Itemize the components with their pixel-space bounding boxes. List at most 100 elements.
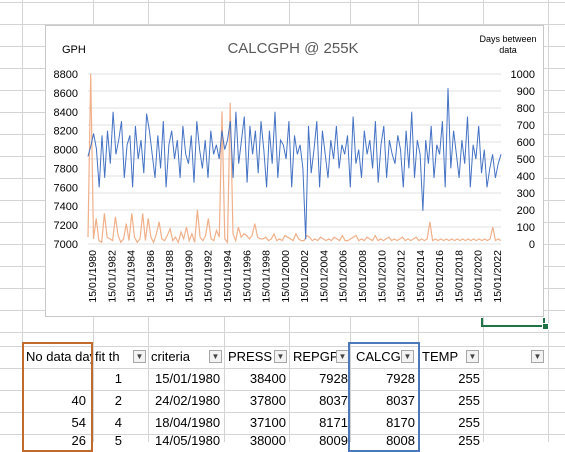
x-tick-label: 15/01/2004 [318,250,330,303]
cell-repgph[interactable]: 8037 [319,393,348,408]
chart-canvas: CALCGPH @ 255K GPH Days between data 880… [54,34,537,303]
x-tick-label: 15/01/1984 [126,250,138,303]
right-tick-label: 0 [529,239,535,251]
x-tick-label: 15/01/1990 [183,250,195,303]
x-tick-label: 15/01/2012 [396,250,408,303]
left-tick-label: 8400 [54,107,78,119]
cell-no-data-days[interactable]: 54 [71,415,86,430]
x-axis-ticks: 15/01/1980 15/01/1982 15/01/1984 15/01/1986… [87,250,504,303]
x-tick-label: 15/01/1996 [241,250,253,303]
header-empty [484,346,524,368]
right-axis-label-line2: data [499,45,517,55]
header-criteria: criteria [151,349,191,364]
x-tick-label: 15/01/2008 [357,250,369,303]
fill-handle[interactable] [542,323,549,330]
table-row: 40 2 24/02/1980 37800 8037 8037 255 [0,390,565,412]
table-row: 54 4 18/04/1980 37100 8171 8170 255 [0,412,565,434]
gridlines [88,73,501,245]
header-fit-th: fit th [95,349,120,364]
x-tick-label: 15/01/2022 [492,250,504,303]
chart-object[interactable]: CALCGPH @ 255K GPH Days between data 880… [45,25,544,317]
right-tick-label: 600 [517,137,535,149]
cell-fit[interactable]: 5 [114,433,122,448]
cell-fit[interactable]: 2 [114,393,122,408]
left-tick-label: 7000 [54,239,78,251]
header-temp: TEMP [422,349,459,364]
x-tick-label: 15/01/2020 [473,250,485,303]
left-tick-label: 8000 [54,145,78,157]
table-header-row: No data days fit th ▼ criteria ▼ PRESS ▼… [0,346,565,368]
right-tick-label: 200 [517,205,535,217]
cell-repgph[interactable]: 8009 [319,433,348,448]
right-tick-label: 500 [517,154,535,166]
highlight-box-no-data-days [22,342,93,452]
filter-dropdown-icon[interactable]: ▼ [209,350,222,363]
header-calcgph: CALCGPH [356,349,400,364]
cell-criteria[interactable]: 15/01/1980 [155,371,221,386]
right-tick-label: 700 [517,120,535,132]
right-tick-label: 100 [517,222,535,234]
right-tick-label: 400 [517,171,535,183]
cell-temp[interactable]: 255 [458,415,480,430]
cell-temp[interactable]: 255 [458,371,480,386]
cell-calcgph[interactable]: 8037 [386,393,415,408]
x-tick-label: 15/01/1982 [106,250,118,303]
x-tick-label: 15/01/2010 [376,250,388,303]
cell-temp[interactable]: 255 [458,393,480,408]
right-axis-label-line1: Days between [479,34,536,44]
cell-calcgph[interactable]: 8170 [386,415,415,430]
left-tick-label: 7400 [54,201,78,213]
x-tick-label: 15/01/1988 [164,250,176,303]
x-tick-label: 15/01/2006 [338,250,350,303]
cell-press[interactable]: 37100 [249,415,286,430]
right-tick-label: 300 [517,188,535,200]
calcgph-series-line [87,88,502,240]
cell-fit[interactable]: 1 [114,371,122,386]
cell-selection-border [481,318,545,327]
days-between-series-line [87,73,502,244]
cell-press[interactable]: 37800 [249,393,286,408]
left-axis-ticks: 8800 8600 8400 8200 8000 7800 7600 7400 7200 7000 [54,69,78,251]
x-tick-label: 15/01/2016 [434,250,446,303]
cell-repgph[interactable]: 7928 [319,371,348,386]
x-tick-label: 15/01/2000 [280,250,292,303]
cell-criteria[interactable]: 14/05/1980 [155,433,221,448]
left-tick-label: 7200 [54,220,78,232]
filter-dropdown-icon[interactable]: ▼ [401,350,414,363]
cell-criteria[interactable]: 18/04/1980 [155,415,221,430]
chart-title: CALCGPH @ 255K [227,40,358,57]
x-tick-label: 15/01/1994 [222,250,234,303]
header-no-data-days: No data days [26,349,93,364]
x-tick-label: 15/01/2014 [415,250,427,303]
left-tick-label: 8200 [54,126,78,138]
cell-no-data-days[interactable]: 40 [71,393,86,408]
cell-press[interactable]: 38400 [249,371,286,386]
right-tick-label: 900 [517,86,535,98]
left-tick-label: 7800 [54,163,78,175]
cell-temp[interactable]: 255 [458,433,480,448]
highlight-box-calcgph [348,342,420,452]
filter-dropdown-icon[interactable]: ▼ [133,350,146,363]
left-tick-label: 8800 [54,69,78,81]
left-tick-label: 7600 [54,182,78,194]
filter-dropdown-icon[interactable]: ▼ [531,350,544,363]
header-press: PRESS [228,349,273,364]
right-tick-label: 800 [517,103,535,115]
x-tick-label: 15/01/2002 [299,250,311,303]
filter-dropdown-icon[interactable]: ▼ [466,350,479,363]
cell-repgph[interactable]: 8171 [319,415,348,430]
x-tick-label: 15/01/1986 [145,250,157,303]
filter-dropdown-icon[interactable]: ▼ [336,350,349,363]
cell-fit[interactable]: 4 [114,415,122,430]
x-tick-label: 15/01/1992 [203,250,215,303]
cell-calcgph[interactable]: 7928 [386,371,415,386]
x-tick-label: 15/01/1998 [261,250,273,303]
x-tick-label: 15/01/2018 [453,250,465,303]
right-tick-label: 1000 [511,69,535,81]
left-tick-label: 8600 [54,88,78,100]
cell-press[interactable]: 38000 [249,433,286,448]
filter-dropdown-icon[interactable]: ▼ [274,350,287,363]
cell-criteria[interactable]: 24/02/1980 [155,393,221,408]
left-axis-label: GPH [62,44,86,56]
